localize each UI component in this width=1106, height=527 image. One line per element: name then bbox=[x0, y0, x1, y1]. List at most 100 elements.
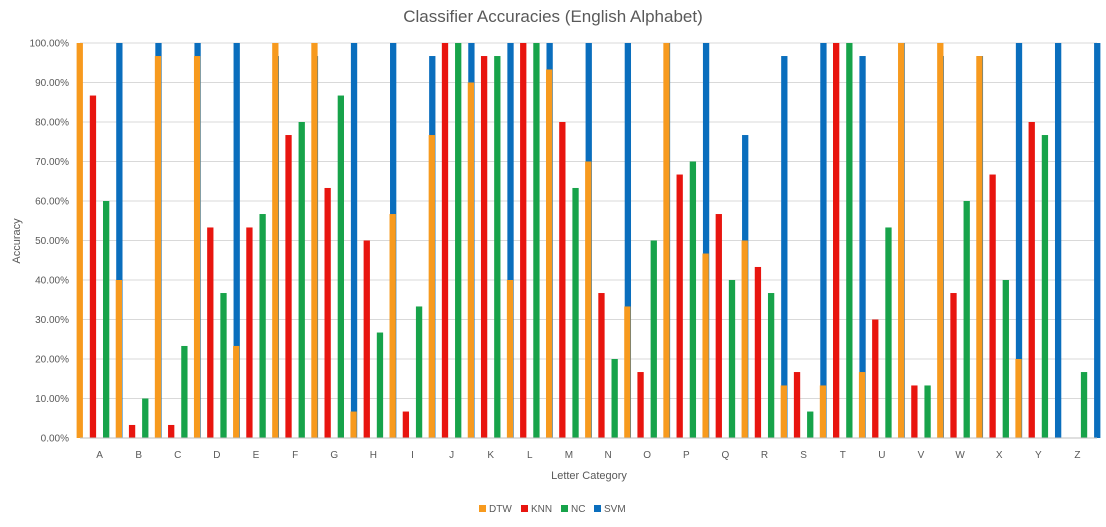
bar-nc-x bbox=[1002, 280, 1009, 438]
bar-knn-p bbox=[676, 174, 683, 438]
bar-knn-x bbox=[989, 174, 996, 438]
y-tick-label: 10.00% bbox=[35, 394, 69, 405]
bar-dtw-w bbox=[937, 43, 944, 438]
x-tick-label: S bbox=[800, 450, 807, 461]
bar-nc-i bbox=[415, 306, 423, 438]
bar-svm-s bbox=[820, 43, 827, 438]
x-tick-label: X bbox=[996, 450, 1003, 461]
x-tick-label: Y bbox=[1035, 450, 1042, 461]
bar-knn-s bbox=[793, 372, 801, 438]
bar-dtw-e bbox=[233, 345, 240, 438]
bar-knn-f bbox=[285, 135, 292, 438]
bar-nc-c bbox=[181, 345, 188, 438]
bar-knn-o bbox=[637, 372, 644, 438]
x-tick-label: G bbox=[330, 450, 338, 461]
bar-knn-a bbox=[89, 95, 97, 438]
bar-dtw-i bbox=[389, 214, 396, 438]
bar-knn-u bbox=[872, 319, 879, 438]
y-tick-label: 90.00% bbox=[35, 78, 69, 89]
legend-label-svm: SVM bbox=[604, 504, 626, 515]
y-tick-label: 30.00% bbox=[35, 315, 69, 326]
bar-knn-c bbox=[168, 424, 175, 438]
bar-dtw-k bbox=[467, 82, 475, 438]
bar-knn-t bbox=[833, 43, 840, 438]
bar-dtw-y bbox=[1015, 359, 1022, 438]
legend-label-nc: NC bbox=[571, 504, 585, 515]
bar-dtw-h bbox=[350, 411, 357, 438]
bar-dtw-j bbox=[428, 135, 435, 438]
bar-knn-v bbox=[911, 385, 918, 438]
bar-nc-m bbox=[572, 187, 579, 438]
bar-dtw-f bbox=[272, 43, 279, 438]
x-tick-label: N bbox=[604, 450, 611, 461]
legend: DTW KNN NC SVM bbox=[479, 504, 626, 515]
bar-svm-y bbox=[1054, 43, 1062, 438]
x-tick-label: C bbox=[174, 450, 181, 461]
bar-knn-n bbox=[598, 293, 605, 438]
legend-swatch-knn bbox=[521, 505, 528, 512]
x-tick-label: F bbox=[292, 450, 298, 461]
x-tick-label: R bbox=[761, 450, 768, 461]
x-tick-label: B bbox=[135, 450, 142, 461]
x-tick-label: Z bbox=[1074, 450, 1080, 461]
y-tick-label: 60.00% bbox=[35, 197, 69, 208]
bar-nc-g bbox=[337, 95, 344, 438]
y-tick-label: 0.00% bbox=[41, 434, 69, 445]
x-tick-label: A bbox=[96, 450, 103, 461]
legend-swatch-svm bbox=[594, 505, 601, 512]
bar-nc-l bbox=[533, 43, 540, 438]
bar-dtw-r bbox=[741, 240, 748, 438]
bar-knn-q bbox=[715, 214, 722, 438]
bar-dtw-c bbox=[154, 56, 162, 438]
bar-nc-n bbox=[611, 359, 618, 438]
x-tick-label: E bbox=[253, 450, 260, 461]
y-tick-label: 50.00% bbox=[35, 236, 69, 247]
bar-dtw-v bbox=[898, 43, 905, 438]
x-tick-label: U bbox=[878, 450, 885, 461]
bar-dtw-l bbox=[506, 280, 514, 438]
bar-nc-t bbox=[846, 43, 853, 438]
bar-nc-j bbox=[455, 43, 462, 438]
bar-nc-b bbox=[142, 398, 149, 438]
x-tick-label: W bbox=[955, 450, 965, 461]
x-tick-label: Q bbox=[722, 450, 730, 461]
x-axis-label: Letter Category bbox=[551, 470, 627, 482]
x-tick-label: I bbox=[411, 450, 414, 461]
x-tick-label: T bbox=[840, 450, 846, 461]
bar-nc-r bbox=[767, 293, 775, 438]
bar-knn-r bbox=[754, 266, 762, 438]
bars bbox=[76, 43, 1101, 438]
x-tick-label: M bbox=[565, 450, 573, 461]
bar-dtw-t bbox=[819, 385, 827, 438]
bar-knn-h bbox=[363, 240, 370, 438]
bar-knn-g bbox=[324, 187, 331, 438]
chart-title: Classifier Accuracies (English Alphabet) bbox=[403, 7, 703, 26]
bar-svm-t bbox=[859, 56, 866, 438]
bar-nc-o bbox=[650, 240, 657, 438]
bar-svm-x bbox=[1015, 43, 1023, 438]
bar-nc-w bbox=[963, 201, 970, 438]
legend-label-knn: KNN bbox=[531, 504, 552, 515]
bar-dtw-x bbox=[976, 56, 983, 438]
bar-nc-d bbox=[220, 293, 227, 438]
bar-nc-z bbox=[1080, 372, 1088, 438]
bar-knn-j bbox=[441, 43, 449, 438]
bar-dtw-d bbox=[193, 56, 201, 438]
x-tick-label: J bbox=[449, 450, 454, 461]
bar-svm-k bbox=[507, 43, 514, 438]
x-tick-label: V bbox=[918, 450, 925, 461]
bar-svm-p bbox=[702, 43, 710, 438]
x-axis-ticks: A B C D E F G H I J K L M N O P Q R S T U V W X Y Z bbox=[96, 450, 1080, 461]
bar-dtw-b bbox=[115, 280, 123, 438]
x-tick-label: O bbox=[643, 450, 651, 461]
x-tick-label: P bbox=[683, 450, 690, 461]
y-axis-label: Accuracy bbox=[11, 218, 23, 264]
bar-dtw-s bbox=[780, 385, 787, 438]
bar-dtw-q bbox=[702, 253, 709, 438]
bar-nc-y bbox=[1041, 135, 1049, 438]
bar-nc-h bbox=[376, 332, 384, 438]
bar-nc-k bbox=[494, 56, 501, 438]
x-tick-label: L bbox=[527, 450, 533, 461]
